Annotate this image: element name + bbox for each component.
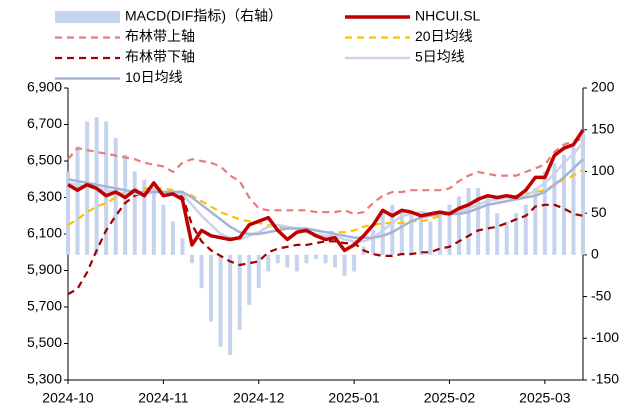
macd-bar bbox=[304, 254, 309, 264]
macd-bar bbox=[390, 204, 395, 255]
macd-bar bbox=[170, 221, 175, 255]
macd-bar bbox=[495, 213, 500, 255]
macd-bar bbox=[533, 188, 538, 255]
macd-bar bbox=[504, 221, 509, 255]
x-tick-label: 2024-12 bbox=[233, 390, 285, 406]
x-tick-label: 2025-01 bbox=[328, 390, 380, 406]
macd-bar bbox=[199, 254, 204, 289]
y-tick-label: 5,300 bbox=[27, 371, 62, 387]
macd-bar bbox=[581, 129, 585, 255]
y2-tick-label: 200 bbox=[591, 79, 615, 95]
macd-bar bbox=[561, 154, 566, 255]
macd-bar bbox=[75, 146, 80, 255]
x-tick-label: 2025-02 bbox=[424, 390, 476, 406]
macd-bar bbox=[66, 171, 70, 255]
macd-bar bbox=[313, 254, 318, 260]
macd-bar bbox=[399, 208, 404, 255]
macd-bar bbox=[151, 188, 156, 255]
legend-swatch bbox=[55, 11, 120, 23]
y-tick-label: 6,700 bbox=[27, 115, 62, 131]
y-tick-label: 6,900 bbox=[27, 79, 62, 95]
macd-bar bbox=[409, 213, 414, 255]
y-tick-label: 5,900 bbox=[27, 261, 62, 277]
macd-bar bbox=[571, 146, 576, 255]
legend-label: 20日均线 bbox=[415, 28, 473, 44]
macd-bar bbox=[247, 254, 252, 305]
macd-bar bbox=[189, 254, 194, 264]
legend-label: 布林带下轴 bbox=[125, 49, 195, 65]
macd-bar bbox=[542, 171, 547, 255]
macd-bar bbox=[523, 204, 528, 255]
legend-label: 10日均线 bbox=[125, 69, 183, 85]
y2-tick-label: 0 bbox=[591, 246, 599, 262]
macd-bar bbox=[380, 213, 385, 255]
macd-bar bbox=[209, 254, 214, 322]
macd-bar bbox=[342, 254, 347, 276]
macd-bar bbox=[285, 254, 290, 268]
macd-bar bbox=[113, 138, 118, 255]
y2-tick-label: 150 bbox=[591, 120, 615, 136]
macd-bar bbox=[275, 254, 280, 264]
macd-bar bbox=[437, 213, 442, 255]
macd-bar bbox=[104, 121, 109, 255]
macd-bar bbox=[237, 254, 242, 330]
x-tick-label: 2025-03 bbox=[519, 390, 571, 406]
macd-bar bbox=[333, 254, 338, 268]
macd-bar bbox=[266, 254, 271, 272]
macd-bar bbox=[228, 254, 233, 355]
macd-bar bbox=[142, 179, 147, 255]
macd-bar bbox=[180, 238, 185, 255]
macd-bar bbox=[476, 188, 481, 255]
macd-bar bbox=[161, 204, 166, 255]
macd-bar bbox=[428, 221, 433, 255]
legend-label: 布林带上轴 bbox=[125, 28, 195, 44]
y2-tick-label: -100 bbox=[591, 329, 619, 345]
y-tick-label: 5,500 bbox=[27, 334, 62, 350]
x-tick-label: 2024-11 bbox=[138, 390, 189, 406]
y-tick-label: 6,100 bbox=[27, 225, 62, 241]
macd-bar bbox=[371, 229, 376, 255]
y2-tick-label: -50 bbox=[591, 287, 611, 303]
y2-tick-label: 100 bbox=[591, 162, 615, 178]
series-line bbox=[67, 158, 584, 239]
macd-bar bbox=[514, 213, 519, 255]
legend-label: MACD(DIF指标)（右轴） bbox=[125, 8, 282, 24]
legend-label: NHCUI.SL bbox=[415, 8, 481, 24]
macd-bar bbox=[256, 254, 261, 289]
macd-bar bbox=[85, 121, 90, 255]
macd-bar bbox=[418, 217, 423, 255]
macd-bar bbox=[352, 254, 357, 272]
macd-bar bbox=[457, 196, 462, 255]
legend-label: 5日均线 bbox=[415, 49, 465, 65]
y2-tick-label: 50 bbox=[591, 204, 607, 220]
y2-tick-label: -150 bbox=[591, 371, 619, 387]
y-tick-label: 6,300 bbox=[27, 188, 62, 204]
macd-bar bbox=[447, 204, 452, 255]
y-tick-label: 6,500 bbox=[27, 152, 62, 168]
x-tick-label: 2024-10 bbox=[42, 390, 94, 406]
macd-bar bbox=[466, 188, 471, 255]
macd-bar bbox=[132, 171, 137, 255]
macd-bar bbox=[94, 117, 99, 255]
series-line bbox=[67, 138, 584, 215]
macd-bar bbox=[485, 196, 490, 255]
macd-bar bbox=[552, 163, 557, 255]
y-tick-label: 5,700 bbox=[27, 298, 62, 314]
macd-bar bbox=[323, 254, 328, 264]
macd-bar bbox=[294, 254, 299, 272]
macd-bar bbox=[218, 254, 223, 347]
series-line bbox=[67, 129, 585, 253]
